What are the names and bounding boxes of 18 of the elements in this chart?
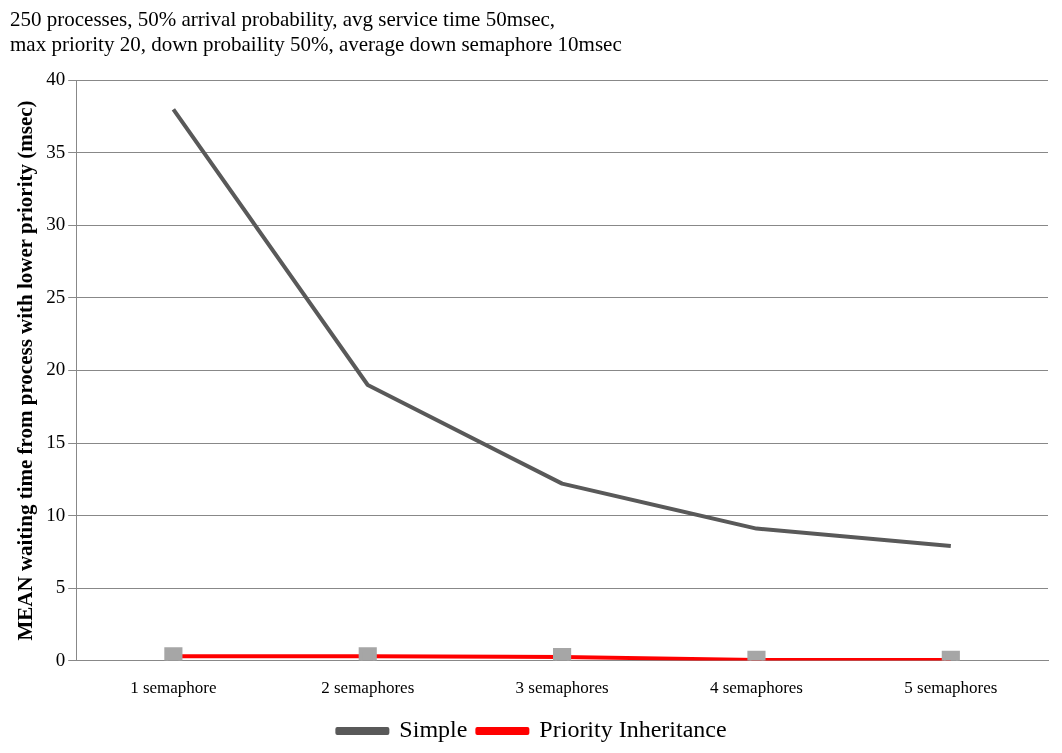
legend-label: Priority Inheritance [539,716,727,743]
y-tick-label: 15 [46,431,66,453]
y-tick-label: 25 [46,285,66,307]
x-tick-label: 1 semaphore [130,678,217,698]
y-tick-label: 20 [46,358,66,380]
y-tick-label: 0 [55,648,66,670]
legend-label: Simple [399,716,468,743]
y-axis-title: MEAN waiting time from process with lower priority (msec) [13,100,38,641]
y-tick-label: 5 [55,576,66,598]
y-tick-label: 10 [46,503,66,525]
y-tick-label: 35 [46,140,66,162]
x-tick-label: 4 semaphores [709,678,803,698]
x-tick-label: 3 semaphores [515,678,609,698]
y-tick-label: 30 [46,213,66,235]
x-tick-label: 2 semaphores [321,678,415,698]
chart-title: 250 processes, 50% arrival probability, avg service time 50msec, max priority 20, down probaility 50%, average down semaphore 10msec [10,7,622,57]
x-tick-label: 5 semaphores [904,678,998,698]
y-tick-label: 40 [46,68,66,90]
